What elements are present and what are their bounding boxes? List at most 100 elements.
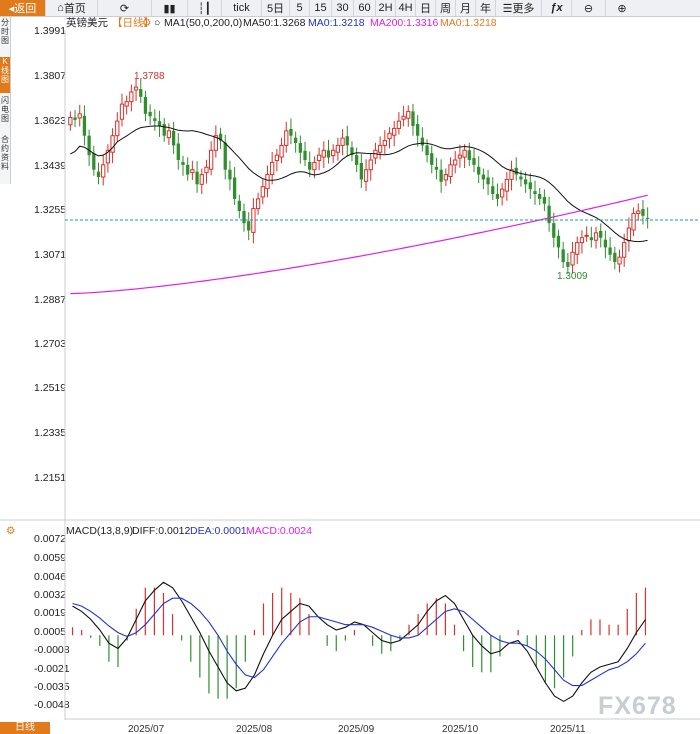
candle-body <box>622 242 627 258</box>
candle-body <box>110 135 115 153</box>
candle-body <box>340 137 345 146</box>
tab-timeshare[interactable]: 分时图 <box>1 18 9 45</box>
dea-line <box>72 597 646 687</box>
macd-series <box>71 581 647 703</box>
candle-body <box>593 232 599 241</box>
macd-diff: DIFF:0.0012 <box>132 525 191 537</box>
refresh-icon: ⟳ <box>119 2 130 15</box>
period-60-button[interactable]: 60 <box>354 0 376 16</box>
candle-body <box>115 120 120 137</box>
home-button[interactable]: ⌂ 首页 <box>46 0 98 16</box>
price-tick: 1.2703 <box>34 338 67 350</box>
period-week-button[interactable]: 周 <box>436 0 456 16</box>
price-tick: 1.2887 <box>34 294 67 306</box>
candle-body <box>247 221 251 231</box>
x-tick: 2025/10 <box>442 724 479 734</box>
candle-body <box>162 124 166 136</box>
back-arrow-icon: ◂ <box>8 2 15 15</box>
candle-body <box>345 136 349 146</box>
candle-body <box>477 166 481 175</box>
candle-body <box>335 144 341 153</box>
candle-body <box>232 177 237 199</box>
formula-button[interactable]: ƒx <box>542 0 572 16</box>
home-icon: ⌂ <box>57 2 64 14</box>
candle-body <box>368 159 373 171</box>
price-tick: 1.2335 <box>34 427 67 439</box>
macd-settings-icon[interactable]: ⚙ <box>6 525 16 537</box>
period-4h-button[interactable]: 4H <box>396 0 416 16</box>
ma0-value: MA0:1.3218 <box>308 17 365 29</box>
period-30-button[interactable]: 30 <box>332 0 354 16</box>
tick-button[interactable]: tick <box>222 0 262 16</box>
symbol-name: 英镑美元 <box>66 17 108 29</box>
candle-body <box>73 117 77 120</box>
candle-type-button[interactable]: ┆┃ <box>188 0 222 16</box>
ma50-line <box>70 125 648 243</box>
candle-body <box>392 127 397 136</box>
candle-body <box>289 128 293 136</box>
candle-body <box>504 178 509 192</box>
candle-body <box>242 211 246 224</box>
zoom-out-button[interactable]: ⊖ <box>572 0 606 16</box>
candle-body <box>298 142 302 153</box>
candle-body <box>143 96 148 114</box>
candle-body <box>514 167 518 175</box>
candle-body <box>129 91 134 103</box>
tab-contract[interactable]: 合约资料 <box>1 135 9 171</box>
candle-body <box>608 247 612 255</box>
candle-body <box>228 169 232 180</box>
period-5day-button[interactable]: 5日 <box>262 0 290 16</box>
fx-icon: ƒx <box>550 2 563 14</box>
candle-body <box>176 143 180 160</box>
price-tick: 1.3255 <box>34 204 67 216</box>
candle-body <box>293 137 298 143</box>
candle-body <box>523 179 528 185</box>
candle-body <box>570 251 575 266</box>
period-year-button[interactable]: 年 <box>476 0 496 16</box>
ma200-value: MA200:1.3316 <box>370 17 439 29</box>
settings-icon[interactable]: ⚙ <box>142 17 152 29</box>
macd-tick: -0.0008 <box>34 644 70 656</box>
candle-body <box>547 205 551 224</box>
candle-body <box>538 194 542 199</box>
candle-body <box>260 186 265 198</box>
macd-tick: 0.0032 <box>34 589 67 601</box>
period-label: 【日线】 <box>112 17 154 29</box>
candle-icon: ┆┃ <box>197 2 212 15</box>
candle-body <box>186 164 190 175</box>
bottom-period-tab[interactable]: 日线 <box>0 722 50 734</box>
refresh-button[interactable]: ⟳ <box>98 0 152 16</box>
candle-body <box>646 217 650 219</box>
period-15-button[interactable]: 15 <box>310 0 332 16</box>
period-month-button[interactable]: 月 <box>456 0 476 16</box>
candle-body <box>542 196 547 204</box>
candle-body <box>274 154 280 161</box>
candle-body <box>68 116 73 126</box>
macd-tick: 0.0005 <box>34 626 67 638</box>
candle-body <box>363 169 369 182</box>
chart-type-button[interactable]: ▮▮ <box>152 0 188 16</box>
candle-body <box>270 161 275 176</box>
toolbar: ◂ 返回 ⌂ 首页 ⟳ ▮▮ ┆┃ tick 5日 5 15 30 60 2H 4H… <box>0 0 700 17</box>
macd-label: MACD(13,8,9) <box>66 525 134 537</box>
period-2h-button[interactable]: 2H <box>376 0 396 16</box>
ma50-value: MA50:1.3268 <box>243 17 306 29</box>
candle-body <box>377 144 383 153</box>
candle-body <box>453 159 458 166</box>
back-button[interactable]: ◂ 返回 <box>0 0 46 16</box>
period-day-button[interactable]: 日 <box>416 0 436 16</box>
period-5-button[interactable]: 5 <box>290 0 310 16</box>
zoom-in-button[interactable]: ⊕ <box>606 0 638 16</box>
candle-body <box>486 177 490 185</box>
candle-body <box>218 133 223 141</box>
tab-kline[interactable]: K线图 <box>0 57 10 93</box>
tab-flash[interactable]: 闪电图 <box>1 96 9 123</box>
candle-body <box>157 121 162 126</box>
candle-body <box>457 154 463 159</box>
x-tick: 2025/08 <box>236 724 273 734</box>
candle-body <box>509 169 514 180</box>
more-button[interactable]: ☰ 更多 <box>496 0 542 16</box>
candle-body <box>190 169 195 174</box>
price-tick: 1.3439 <box>34 160 67 172</box>
